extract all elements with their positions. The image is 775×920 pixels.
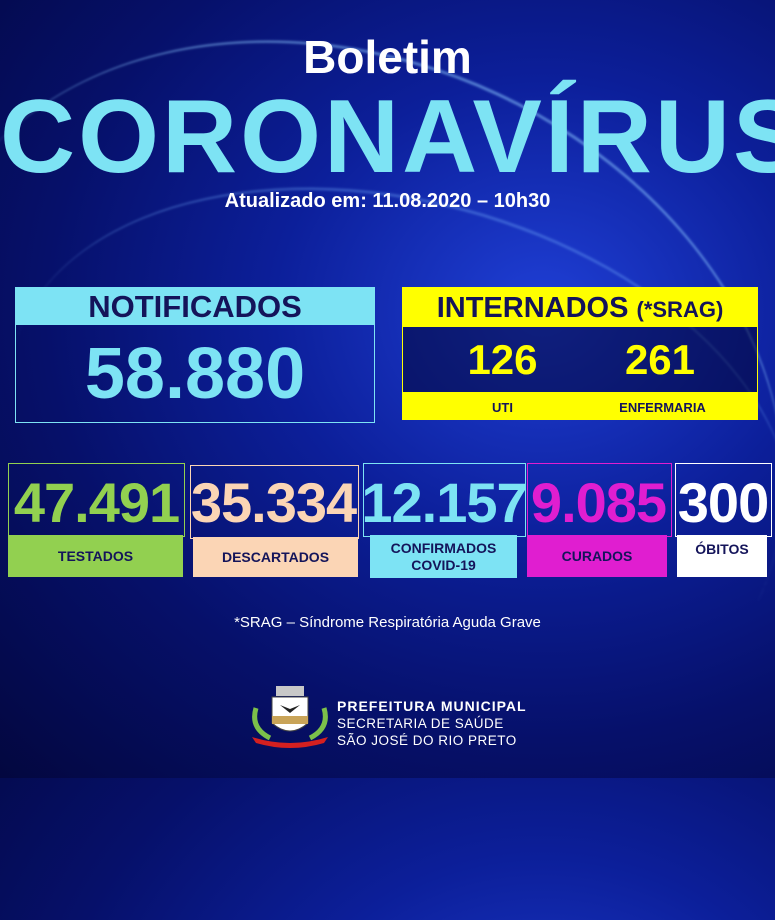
internados-header: INTERNADOS (*SRAG) xyxy=(402,287,758,327)
testados-value: 47.491 xyxy=(13,471,180,534)
confirmados-label: CONFIRMADOS COVID-19 xyxy=(370,535,517,578)
confirmados-label-line1: CONFIRMADOS xyxy=(390,539,497,556)
internados-body xyxy=(402,327,758,392)
org-line2: SECRETARIA DE SAÚDE xyxy=(337,716,504,731)
confirmados-value: 12.157 xyxy=(361,471,527,534)
descartados-value: 35.334 xyxy=(190,471,357,534)
update-timestamp: Atualizado em: 11.08.2020 – 10h30 xyxy=(224,190,551,212)
internados-footer xyxy=(402,392,758,420)
enfermaria-label: ENFERMARIA xyxy=(619,400,706,415)
internados-note: (*SRAG) xyxy=(636,297,724,322)
org-line3: SÃO JOSÉ DO RIO PRETO xyxy=(337,733,517,748)
internados-label: INTERNADOS xyxy=(436,292,629,324)
confirmados-label-line2: COVID-19 xyxy=(411,556,476,573)
srag-footnote: *SRAG – Síndrome Respiratória Aguda Grav… xyxy=(234,614,541,631)
notificados-value: 58.880 xyxy=(15,325,375,423)
uti-label: UTI xyxy=(492,400,513,415)
enfermaria-value: 261 xyxy=(624,336,696,383)
coronavirus-title: CORONAVÍRUS xyxy=(0,79,775,195)
obitos-label: ÓBITOS xyxy=(677,535,767,577)
obitos-value: 300 xyxy=(677,471,769,534)
curados-value: 9.085 xyxy=(530,471,667,534)
descartados-label: DESCARTADOS xyxy=(193,537,358,577)
bulletin-title: Boletim xyxy=(303,31,472,83)
uti-value: 126 xyxy=(467,336,538,383)
org-line1: PREFEITURA MUNICIPAL xyxy=(337,698,527,714)
testados-label: TESTADOS xyxy=(8,535,183,577)
notificados-header: NOTIFICADOS xyxy=(15,287,375,325)
curados-label: CURADOS xyxy=(527,535,667,577)
city-coat-of-arms-logo xyxy=(252,686,328,748)
